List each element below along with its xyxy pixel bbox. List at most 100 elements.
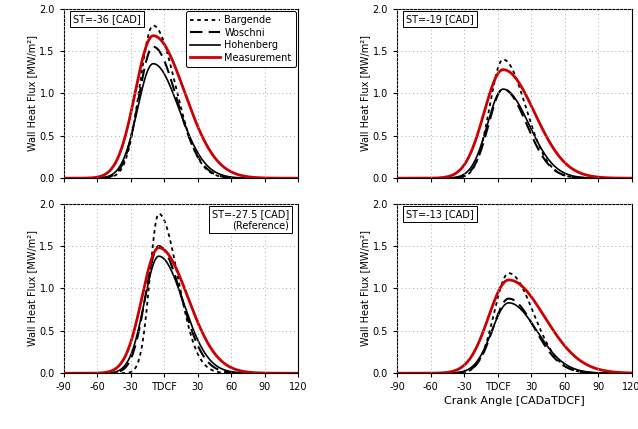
Woschni — [295, 371, 302, 376]
Hohenberg — [248, 175, 255, 181]
Hohenberg — [554, 167, 562, 172]
Woschni — [488, 329, 496, 334]
Measurement — [496, 68, 504, 73]
Line: Bargende: Bargende — [397, 60, 632, 178]
Woschni — [628, 175, 635, 181]
Hohenberg — [155, 64, 163, 69]
Measurement — [628, 175, 635, 181]
Measurement — [155, 245, 163, 250]
Measurement — [554, 335, 562, 340]
Woschni — [417, 371, 425, 376]
Hohenberg — [84, 371, 92, 376]
Text: ST=-13 [CAD]: ST=-13 [CAD] — [406, 209, 474, 219]
Woschni — [393, 175, 401, 181]
Measurement — [155, 245, 163, 250]
Woschni — [243, 371, 251, 376]
Line: Bargende: Bargende — [397, 273, 632, 373]
Hohenberg — [496, 308, 504, 314]
Bargende — [248, 175, 255, 181]
Measurement — [393, 175, 401, 181]
Hohenberg — [155, 254, 163, 259]
Woschni — [505, 296, 512, 301]
Bargende — [155, 28, 163, 33]
Woschni — [248, 175, 255, 181]
Woschni — [60, 371, 68, 376]
Woschni — [248, 371, 255, 376]
Bargende — [496, 60, 504, 65]
Measurement — [496, 285, 504, 290]
Measurement — [581, 361, 588, 366]
Text: ST=-19 [CAD]: ST=-19 [CAD] — [406, 14, 474, 24]
Line: Measurement: Measurement — [64, 248, 299, 373]
Bargende — [155, 211, 163, 216]
Line: Bargende: Bargende — [64, 214, 299, 373]
Bargende — [60, 175, 68, 181]
Woschni — [221, 175, 229, 180]
X-axis label: Crank Angle [CADaTDCF]: Crank Angle [CADaTDCF] — [444, 396, 584, 406]
Measurement — [500, 67, 507, 72]
Measurement — [295, 371, 302, 376]
Line: Measurement: Measurement — [397, 69, 632, 178]
Measurement — [163, 47, 171, 52]
Hohenberg — [576, 175, 584, 180]
Bargende — [393, 175, 401, 181]
Woschni — [84, 371, 92, 376]
Bargende — [628, 175, 635, 181]
Woschni — [496, 306, 504, 311]
Measurement — [417, 175, 425, 181]
Measurement — [243, 174, 251, 179]
Woschni — [393, 371, 401, 376]
Bargende — [581, 175, 588, 181]
Measurement — [243, 369, 251, 375]
Woschni — [496, 88, 504, 94]
Measurement — [295, 175, 302, 181]
Bargende — [60, 371, 68, 376]
Hohenberg — [163, 260, 171, 266]
Line: Bargende: Bargende — [64, 26, 299, 178]
Woschni — [628, 371, 635, 376]
Measurement — [221, 362, 229, 367]
Bargende — [163, 227, 171, 232]
Hohenberg — [295, 175, 302, 181]
Line: Hohenberg: Hohenberg — [397, 89, 632, 178]
Measurement — [505, 278, 512, 283]
Woschni — [163, 66, 171, 71]
Measurement — [488, 85, 496, 90]
Hohenberg — [581, 175, 588, 180]
Hohenberg — [221, 368, 229, 373]
Measurement — [163, 251, 171, 256]
Bargende — [221, 175, 229, 180]
Hohenberg — [221, 173, 229, 178]
Bargende — [554, 170, 562, 175]
Bargende — [295, 175, 302, 181]
Hohenberg — [60, 371, 68, 376]
Bargende — [221, 370, 229, 375]
Woschni — [221, 369, 229, 374]
Hohenberg — [505, 300, 512, 305]
Bargende — [149, 23, 157, 28]
Line: Woschni: Woschni — [397, 89, 632, 178]
Measurement — [581, 172, 588, 177]
Bargende — [393, 371, 401, 376]
Hohenberg — [500, 87, 507, 92]
Line: Woschni: Woschni — [397, 299, 632, 373]
Hohenberg — [417, 175, 425, 181]
Bargende — [84, 371, 92, 376]
Woschni — [155, 243, 163, 248]
Y-axis label: Wall Heat Flux [MW/m²]: Wall Heat Flux [MW/m²] — [360, 230, 370, 347]
Bargende — [488, 92, 496, 97]
Hohenberg — [581, 369, 588, 374]
Measurement — [628, 370, 635, 375]
Woschni — [581, 370, 588, 375]
Woschni — [581, 175, 588, 181]
Measurement — [576, 170, 584, 175]
Bargende — [243, 371, 251, 376]
Measurement — [60, 371, 68, 376]
Woschni — [295, 175, 302, 181]
Y-axis label: Wall Heat Flux [MW/m²]: Wall Heat Flux [MW/m²] — [27, 35, 36, 151]
Woschni — [155, 243, 163, 248]
Woschni — [243, 175, 251, 181]
Measurement — [393, 371, 401, 376]
Bargende — [248, 371, 255, 376]
Line: Hohenberg: Hohenberg — [64, 63, 299, 178]
